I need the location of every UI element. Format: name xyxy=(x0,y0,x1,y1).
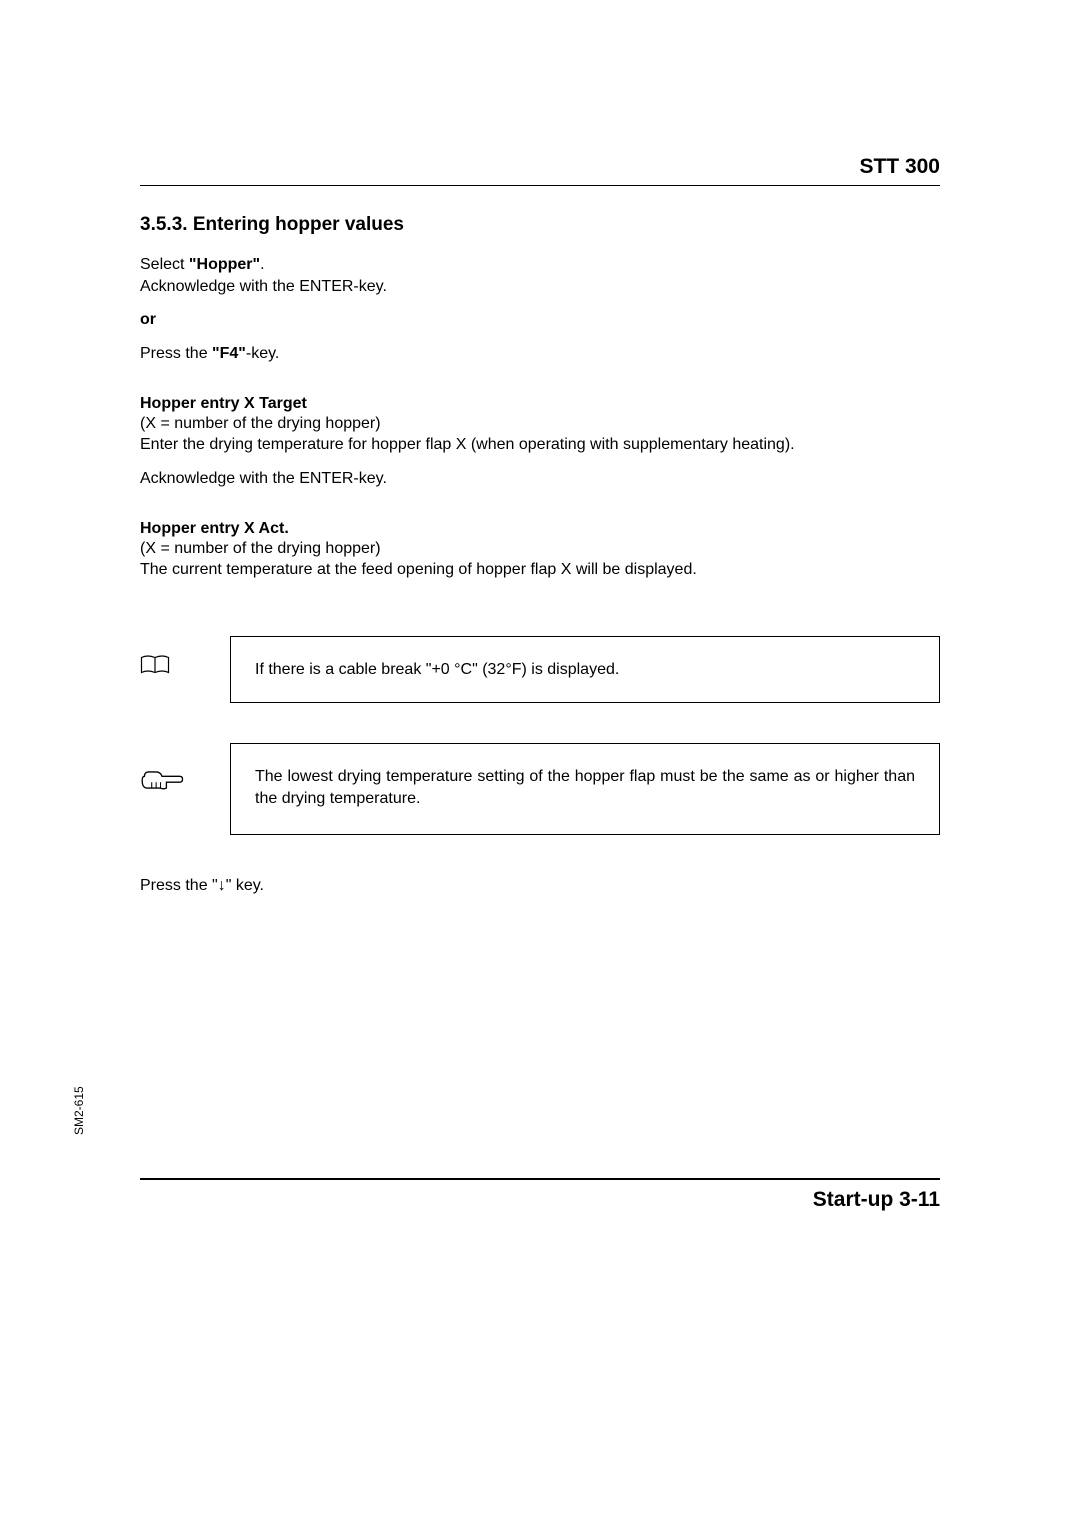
note-book-box: If there is a cable break "+0 °C" (32°F)… xyxy=(230,636,940,704)
hopper-target-l3: Acknowledge with the ENTER-key. xyxy=(140,468,940,490)
hand-icon-col xyxy=(140,743,230,800)
hopper-target-l2: Enter the drying temperature for hopper … xyxy=(140,434,940,456)
note-hand-box: The lowest drying temperature setting of… xyxy=(230,743,940,834)
document-header: STT 300 xyxy=(140,155,940,185)
down-arrow-icon: ↓ xyxy=(218,877,226,894)
or-text: or xyxy=(140,311,940,329)
hopper-target-l1: (X = number of the drying hopper) xyxy=(140,413,940,435)
text-span: -key. xyxy=(246,345,279,362)
side-doc-code: SM2-615 xyxy=(72,1086,86,1135)
page-footer: Start-up 3-11 xyxy=(140,1178,940,1212)
text-span: . xyxy=(260,256,264,273)
text-span: " key. xyxy=(226,877,264,894)
hopper-target-heading: Hopper entry X Target xyxy=(140,395,940,413)
header-rule xyxy=(140,185,940,186)
text-span: Select xyxy=(140,256,189,273)
pointing-hand-icon xyxy=(140,782,184,799)
text-span: Press the xyxy=(140,345,212,362)
book-icon-col xyxy=(140,636,230,681)
ack-text: Acknowledge with the ENTER-key. xyxy=(140,278,387,295)
footer-rule xyxy=(140,1178,940,1180)
section-heading: 3.5.3. Entering hopper values xyxy=(140,214,940,236)
press-f4-text: Press the "F4"-key. xyxy=(140,343,940,365)
hopper-act-heading: Hopper entry X Act. xyxy=(140,520,940,538)
press-down-key-text: Press the "↓" key. xyxy=(140,877,940,895)
hopper-bold: "Hopper" xyxy=(189,256,260,273)
select-hopper-text: Select "Hopper". Acknowledge with the EN… xyxy=(140,254,940,297)
hopper-act-l1: (X = number of the drying hopper) xyxy=(140,538,940,560)
page-content: STT 300 3.5.3. Entering hopper values Se… xyxy=(140,155,940,895)
f4-bold: "F4" xyxy=(212,345,246,362)
book-icon xyxy=(140,663,170,680)
hopper-act-l2: The current temperature at the feed open… xyxy=(140,559,940,581)
footer-text: Start-up 3-11 xyxy=(140,1188,940,1212)
note-book-row: If there is a cable break "+0 °C" (32°F)… xyxy=(140,636,940,704)
note-hand-row: The lowest drying temperature setting of… xyxy=(140,743,940,834)
text-span: Press the " xyxy=(140,877,218,894)
